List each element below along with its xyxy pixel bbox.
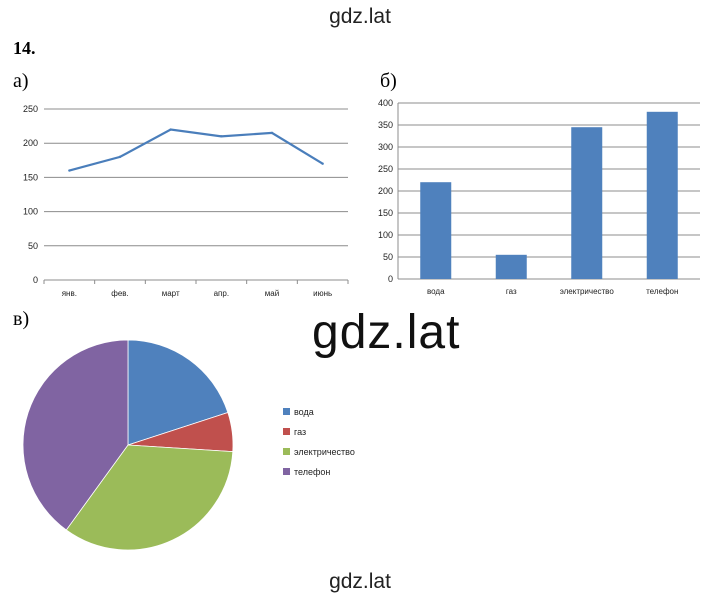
pie-slice: [127, 339, 229, 446]
data-point: [169, 128, 172, 131]
x-tick-label: янв.: [62, 289, 77, 298]
bar: [420, 182, 452, 279]
pie-chart: вода газ электричество телефон: [22, 339, 355, 551]
data-point: [118, 155, 122, 159]
legend-label: телефон: [294, 467, 330, 477]
part-label-c: в): [13, 308, 30, 330]
pie-slice: [22, 339, 129, 531]
data-point: [68, 169, 71, 172]
watermark-middle: gdz.lat: [312, 306, 461, 359]
y-tick-label: 150: [378, 208, 393, 218]
y-tick-label: 250: [23, 104, 38, 114]
bar: [571, 127, 603, 279]
legend-swatch: [283, 428, 290, 435]
line-chart: 0 50 100 150 200 250 янв. фев. март апр. май июнь: [23, 104, 349, 298]
y-tick-label: 0: [33, 275, 38, 285]
y-tick-label: 50: [383, 252, 393, 262]
y-tick-label: 300: [378, 142, 393, 152]
legend-label: газ: [294, 427, 306, 437]
line-series: [69, 128, 324, 172]
y-tick-label: 100: [378, 230, 393, 240]
y-tick-label: 200: [378, 186, 393, 196]
data-point: [220, 135, 223, 138]
x-tick-label: апр.: [214, 289, 229, 298]
legend-label: вода: [294, 407, 314, 417]
y-tick-label: 200: [23, 138, 38, 148]
y-tick-label: 150: [23, 172, 38, 182]
y-tick-label: 100: [23, 207, 38, 217]
pie-slice: [65, 444, 234, 551]
x-tick-label: электричество: [560, 287, 615, 296]
x-tick-label: июнь: [313, 289, 332, 298]
x-tick-label: газ: [506, 287, 517, 296]
legend-swatch: [283, 468, 290, 475]
y-tick-label: 250: [378, 164, 393, 174]
bar-chart: 0 50 100 150 200 250 300 350 400 вода газ электриче…: [378, 98, 700, 296]
legend-label: электричество: [294, 447, 355, 457]
data-point: [321, 162, 324, 165]
x-tick-label: фев.: [111, 289, 129, 298]
part-label-b: б): [380, 70, 397, 92]
watermark-top: gdz.lat: [329, 5, 391, 28]
y-tick-label: 0: [388, 274, 393, 284]
watermark-bottom: gdz.lat: [329, 570, 391, 593]
bar: [495, 254, 527, 279]
x-tick-label: вода: [427, 287, 445, 296]
y-tick-label: 400: [378, 98, 393, 108]
x-tick-label: телефон: [646, 287, 678, 296]
bar: [646, 111, 678, 279]
x-tick-label: март: [162, 289, 180, 298]
y-tick-label: 350: [378, 120, 393, 130]
legend-swatch: [283, 448, 290, 455]
x-tick-label: май: [265, 289, 279, 298]
part-label-a: а): [13, 70, 29, 92]
legend-swatch: [283, 408, 290, 415]
y-tick-label: 50: [28, 241, 38, 251]
data-point: [270, 131, 274, 135]
problem-number: 14.: [13, 38, 36, 58]
